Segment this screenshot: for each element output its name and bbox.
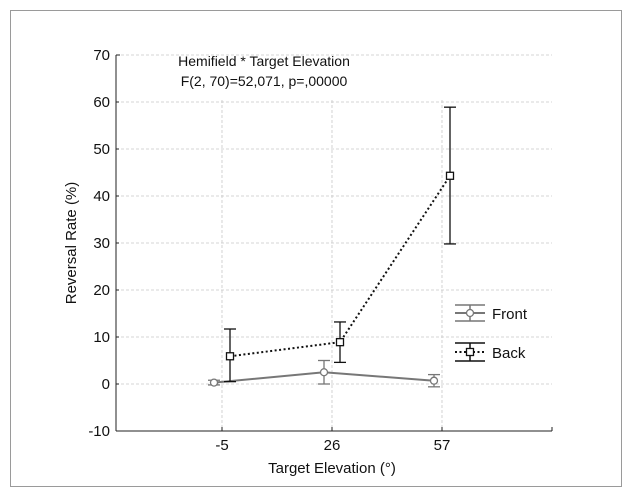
- legend-back-label: Back: [492, 345, 526, 362]
- y-tick-label: 0: [102, 376, 110, 393]
- y-tick-label: 20: [93, 282, 110, 299]
- tick-marks: -10 0 10 20 30 40 50 60 70 -5 26 57: [88, 47, 553, 454]
- series-line-back: [229, 175, 451, 358]
- x-tick-label: -5: [215, 437, 228, 454]
- x-tick-label: 26: [324, 437, 341, 454]
- data-point-front: [319, 368, 329, 377]
- legend-back-marker: [465, 347, 475, 357]
- y-tick-label: 50: [93, 141, 110, 158]
- data-point-back: [225, 352, 235, 361]
- x-tick-label: 57: [434, 437, 451, 454]
- grid-lines: [116, 54, 552, 431]
- chart-frame: [10, 10, 622, 487]
- y-tick-label: 70: [93, 47, 110, 64]
- y-tick-label: 40: [93, 188, 110, 205]
- y-tick-label: 10: [93, 329, 110, 346]
- y-tick-label: -10: [88, 423, 110, 440]
- data-point-front: [209, 378, 219, 387]
- y-axis-label: Reversal Rate (%): [63, 182, 80, 305]
- data-point-back: [445, 171, 455, 180]
- data-point-back: [335, 338, 345, 347]
- legend-front-marker: [465, 308, 475, 318]
- y-tick-label: 30: [93, 235, 110, 252]
- y-tick-label: 60: [93, 94, 110, 111]
- legend: Front Back: [455, 304, 528, 362]
- legend-front-label: Front: [492, 306, 528, 323]
- chart-subtitle: F(2, 70)=52,071, p=,00000: [181, 73, 348, 89]
- chart-title: Hemifield * Target Elevation: [178, 53, 350, 69]
- x-axis-label: Target Elevation (°): [268, 460, 396, 477]
- data-point-front: [429, 376, 439, 385]
- series-layer: [208, 106, 456, 388]
